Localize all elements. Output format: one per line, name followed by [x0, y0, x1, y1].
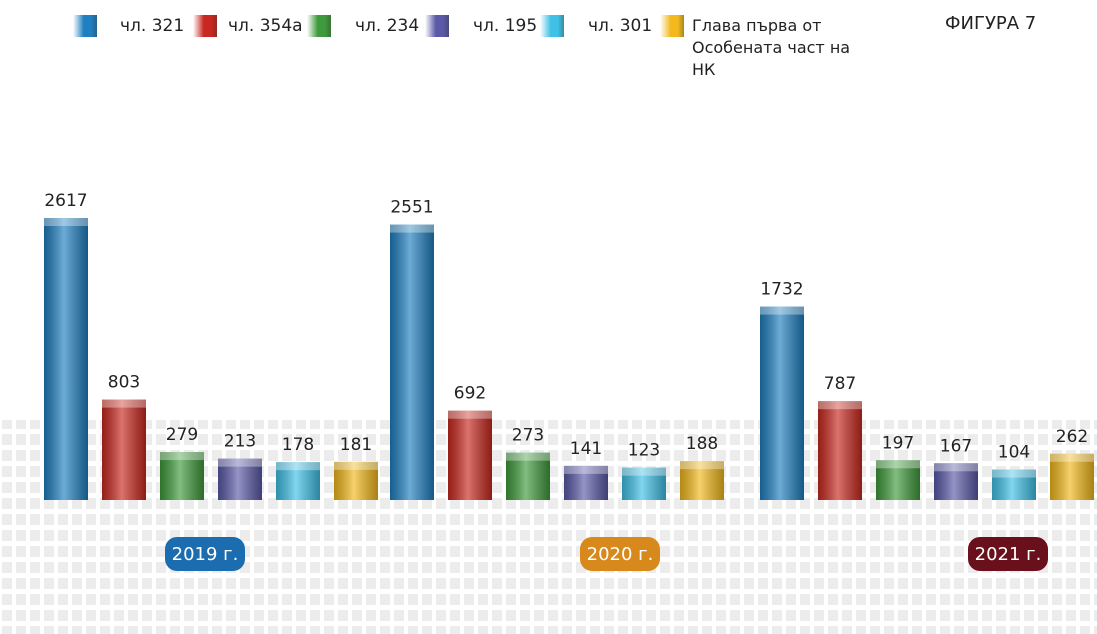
bar-top	[334, 461, 378, 470]
legend-swatch	[660, 15, 684, 37]
bar-top	[276, 462, 320, 471]
bar-shine	[44, 218, 88, 500]
value-label: 123	[628, 441, 660, 461]
bar-top	[934, 463, 978, 472]
legend-swatch	[425, 15, 449, 37]
bar-top	[218, 458, 262, 467]
bar-top	[44, 218, 88, 226]
bar-top	[564, 465, 608, 474]
category-label: 2021 г.	[975, 544, 1042, 565]
bar-shine	[564, 465, 608, 500]
value-label: 273	[512, 426, 544, 446]
category-label: 2020 г.	[587, 544, 654, 565]
bar-top	[102, 399, 146, 408]
bar-shine	[276, 462, 320, 500]
legend-label: чл. 301	[588, 16, 653, 36]
legend-label: чл. 321	[120, 16, 185, 36]
value-label: 141	[570, 439, 602, 459]
bar-shine	[160, 452, 204, 500]
value-label: 692	[454, 384, 486, 404]
bar-shine	[506, 452, 550, 500]
bar-top	[760, 306, 804, 315]
legend-label: Глава първа от Особената част на НК	[692, 16, 851, 79]
value-label: 104	[998, 443, 1030, 463]
bar-shine	[1050, 453, 1094, 500]
value-label: 197	[882, 433, 914, 453]
value-label: 279	[166, 425, 198, 445]
bar-shine	[818, 401, 862, 500]
bar-top	[622, 467, 666, 476]
category-badge	[580, 537, 660, 571]
bar-top	[1050, 453, 1094, 462]
category-badge	[968, 537, 1048, 571]
value-label: 787	[824, 374, 856, 394]
value-label: 803	[108, 373, 140, 393]
legend-label: чл. 354а	[228, 16, 303, 36]
value-label: 178	[282, 435, 314, 455]
value-label: 213	[224, 432, 256, 452]
bar-top	[680, 461, 724, 470]
bar-top	[390, 224, 434, 233]
bar-shine	[218, 458, 262, 500]
legend-swatch	[540, 15, 564, 37]
bar-shine	[680, 461, 724, 500]
bar-shine	[992, 469, 1036, 500]
legend-label: чл. 195	[473, 16, 538, 36]
bar-shine	[102, 399, 146, 500]
bar-top	[818, 401, 862, 410]
value-label: 262	[1056, 427, 1088, 447]
bar-shine	[876, 460, 920, 500]
legend-label: чл. 234	[355, 16, 420, 36]
category-label: 2019 г.	[172, 544, 239, 565]
bar-shine	[390, 224, 434, 501]
value-label: 2617	[44, 191, 87, 211]
value-label: 167	[940, 436, 972, 456]
bar-top	[992, 469, 1036, 478]
bar-shine	[622, 467, 666, 500]
bar-top	[876, 460, 920, 469]
bar-shine	[448, 410, 492, 500]
value-label: 181	[340, 435, 372, 455]
chart-title: ФИГУРА 7	[945, 13, 1037, 34]
bar-top	[448, 410, 492, 419]
value-label: 2551	[390, 198, 433, 218]
value-label: 1732	[760, 280, 803, 300]
bar-shine	[334, 461, 378, 500]
legend-swatch	[193, 15, 217, 37]
bar-shine	[760, 306, 804, 500]
value-label: 188	[686, 434, 718, 454]
legend-swatch	[73, 15, 97, 37]
bar-top	[506, 452, 550, 461]
legend-swatch	[307, 15, 331, 37]
category-badge	[165, 537, 245, 571]
bar-top	[160, 452, 204, 461]
bar-shine	[934, 463, 978, 500]
